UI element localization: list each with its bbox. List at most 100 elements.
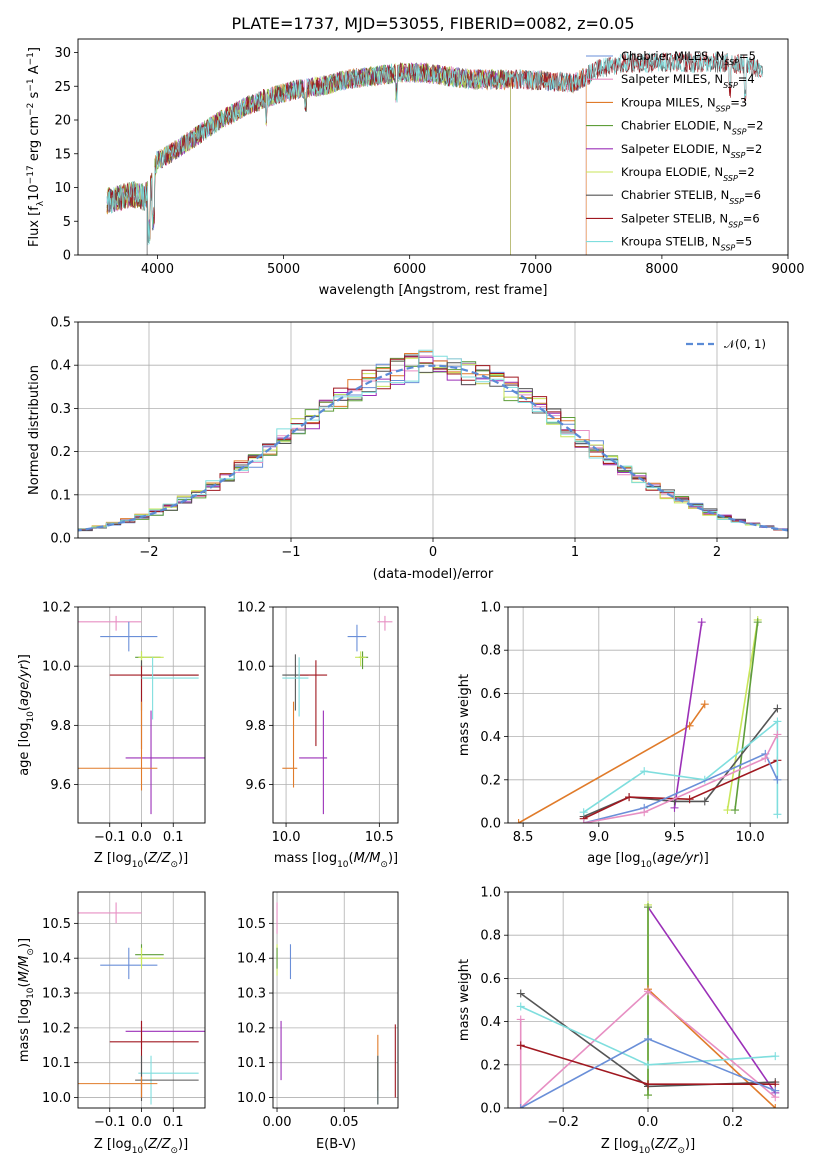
spectrum-line-kroupa_miles: [106, 63, 587, 255]
y-tick-label: 10.1: [237, 1056, 266, 1071]
y-tick-label: 15: [54, 147, 71, 162]
weight-marker-kroupa_elodie: [723, 806, 732, 815]
y-tick-label: 9.6: [245, 778, 266, 793]
x-tick-label: 9.5: [664, 830, 685, 845]
weight-marker-salpeter_miles: [773, 730, 782, 739]
weight-marker-kroupa_stelib: [640, 767, 649, 776]
legend-count: =3: [730, 95, 747, 109]
weight-marker-salpeter_miles: [761, 754, 770, 763]
x-tick-label: −1: [281, 545, 300, 560]
legend-label-kroupa_elodie: Kroupa ELODIE, NSSP=2: [621, 165, 755, 183]
plot-area: [78, 607, 205, 823]
axes-frame: [77, 321, 789, 539]
legend-count: =5: [735, 235, 752, 249]
x-tick-label: 10.0: [272, 830, 301, 845]
x-tick-label: 8.5: [513, 830, 534, 845]
plot-area: [273, 892, 398, 1108]
mass-weight-vs-age-panel: 8.5 9.0 9.5 10.0 0.0 0.2 0.4 0.6 0.8 1.0 age [log1…: [457, 601, 789, 870]
y-tick-label: 0.6: [480, 687, 501, 702]
y-tick-label: 10.0: [237, 660, 266, 675]
weight-marker-kroupa_stelib: [516, 1002, 525, 1011]
y-tick-label: 0.6: [480, 972, 501, 987]
x-tick-label: 8000: [645, 262, 678, 277]
x-tick-label: −0.1: [94, 1115, 126, 1130]
y-tick-label: 0.3: [50, 402, 71, 417]
y-tick-label: 0.4: [480, 1015, 501, 1030]
legend-label-salpeter_miles: Salpeter MILES, NSSP=4: [621, 72, 755, 90]
y-axis-label: Flux [fλ10−17 erg cm−2 s−1 A−1]: [26, 47, 46, 247]
legend-count: =2: [745, 142, 762, 156]
y-tick-label: 20: [54, 114, 71, 129]
y-tick-label: 0.8: [480, 644, 501, 659]
y-axis-label: age [log10(age/yr)]: [17, 654, 36, 776]
plot-area: [78, 322, 788, 538]
y-tick-label: 10.0: [42, 660, 71, 675]
mass-vs-ebv-panel: 0.00 0.05 10.0 10.1 10.2 10.3 10.4 10.5 E(B-V): [237, 891, 399, 1152]
y-tick-label: 0.0: [480, 1102, 501, 1117]
weight-marker-chabrier_stelib: [516, 989, 525, 998]
legend-text: Kroupa STELIB, N: [621, 235, 721, 249]
y-axis-label: mass weight: [457, 959, 472, 1041]
legend-label-normal: 𝒩(0, 1): [724, 337, 766, 351]
x-tick-label: 4000: [141, 262, 174, 277]
legend-count: =5: [739, 49, 756, 63]
legend-label-chabrier_miles: Chabrier MILES, NSSP=5: [621, 49, 756, 67]
y-tick-label: 1.0: [480, 601, 501, 616]
weight-marker-kroupa_miles: [771, 1104, 780, 1108]
x-tick-label: 0: [429, 545, 437, 560]
y-tick-label: 0.1: [50, 488, 71, 503]
y-tick-label: 0.2: [50, 445, 71, 460]
legend-label-salpeter_elodie: Salpeter ELODIE, NSSP=2: [621, 142, 762, 160]
y-tick-label: 1.0: [480, 886, 501, 901]
y-tick-label: 0.5: [50, 316, 71, 331]
weight-marker-kroupa_stelib: [773, 810, 782, 819]
plot-area: [78, 892, 205, 1108]
weight-marker-chabrier_miles: [773, 775, 782, 784]
y-axis-label: Normed distribution: [27, 365, 42, 495]
x-tick-label: 0.1: [163, 1115, 184, 1130]
weight-marker-chabrier_miles: [516, 1104, 525, 1108]
y-axis-label: mass weight: [457, 674, 472, 756]
plot-area: [273, 607, 398, 823]
weight-marker-chabrier_elodie: [644, 903, 652, 912]
weight-marker-kroupa_miles: [700, 700, 709, 709]
x-tick-label: −2: [139, 545, 158, 560]
plot-area: [508, 607, 788, 823]
y-tick-label: 10.5: [237, 917, 266, 932]
y-tick-label: 10.1: [42, 1056, 71, 1071]
x-axis-label: (data-model)/error: [373, 567, 494, 582]
weight-marker-chabrier_elodie: [644, 1091, 652, 1100]
y-tick-label: 10.0: [42, 1091, 71, 1106]
weight-marker-kroupa_miles: [514, 819, 523, 823]
legend-text: Salpeter MILES, N: [621, 72, 723, 86]
legend-label-chabrier_stelib: Chabrier STELIB, NSSP=6: [621, 188, 761, 206]
weight-marker-chabrier_stelib: [773, 704, 782, 713]
axes-frame: [507, 606, 789, 824]
y-tick-label: 25: [54, 80, 71, 95]
age-vs-mass-panel: 10.0 10.5 9.6 9.8 10.0 10.2 mass [log10(M/M⊙)]: [237, 601, 399, 870]
x-tick-label: 7000: [519, 262, 552, 277]
legend-label-kroupa_stelib: Kroupa STELIB, NSSP=5: [621, 235, 752, 253]
spectrum-line-kroupa_stelib: [106, 52, 764, 246]
axes-frame: [77, 38, 789, 256]
axes-frame: [77, 606, 206, 824]
age-vs-metallicity-panel: −0.1 0.0 0.1 9.6 9.8 10.0 10.2 Z [log10(Z/Z⊙)] a…: [17, 601, 206, 870]
legend-text: Salpeter STELIB, N: [621, 211, 728, 225]
y-tick-label: 5: [63, 215, 71, 230]
plot-area: [508, 892, 788, 1108]
weight-line-chabrier_elodie: [734, 622, 759, 811]
weight-marker-chabrier_miles: [771, 1086, 780, 1095]
x-tick-label: −0.2: [547, 1115, 579, 1130]
x-tick-label: 9.0: [588, 830, 609, 845]
weight-marker-salpeter_stelib: [625, 793, 634, 802]
legend-text: Kroupa MILES, N: [621, 95, 716, 109]
x-tick-label: 5000: [267, 262, 300, 277]
y-tick-label: 0.0: [50, 532, 71, 547]
y-tick-label: 0.2: [480, 773, 501, 788]
y-tick-label: 10.4: [42, 952, 71, 967]
x-tick-label: 0.0: [131, 1115, 152, 1130]
weight-marker-salpeter_stelib: [644, 1080, 652, 1089]
x-tick-label: 0.1: [163, 830, 184, 845]
y-tick-label: 10.3: [237, 987, 266, 1002]
